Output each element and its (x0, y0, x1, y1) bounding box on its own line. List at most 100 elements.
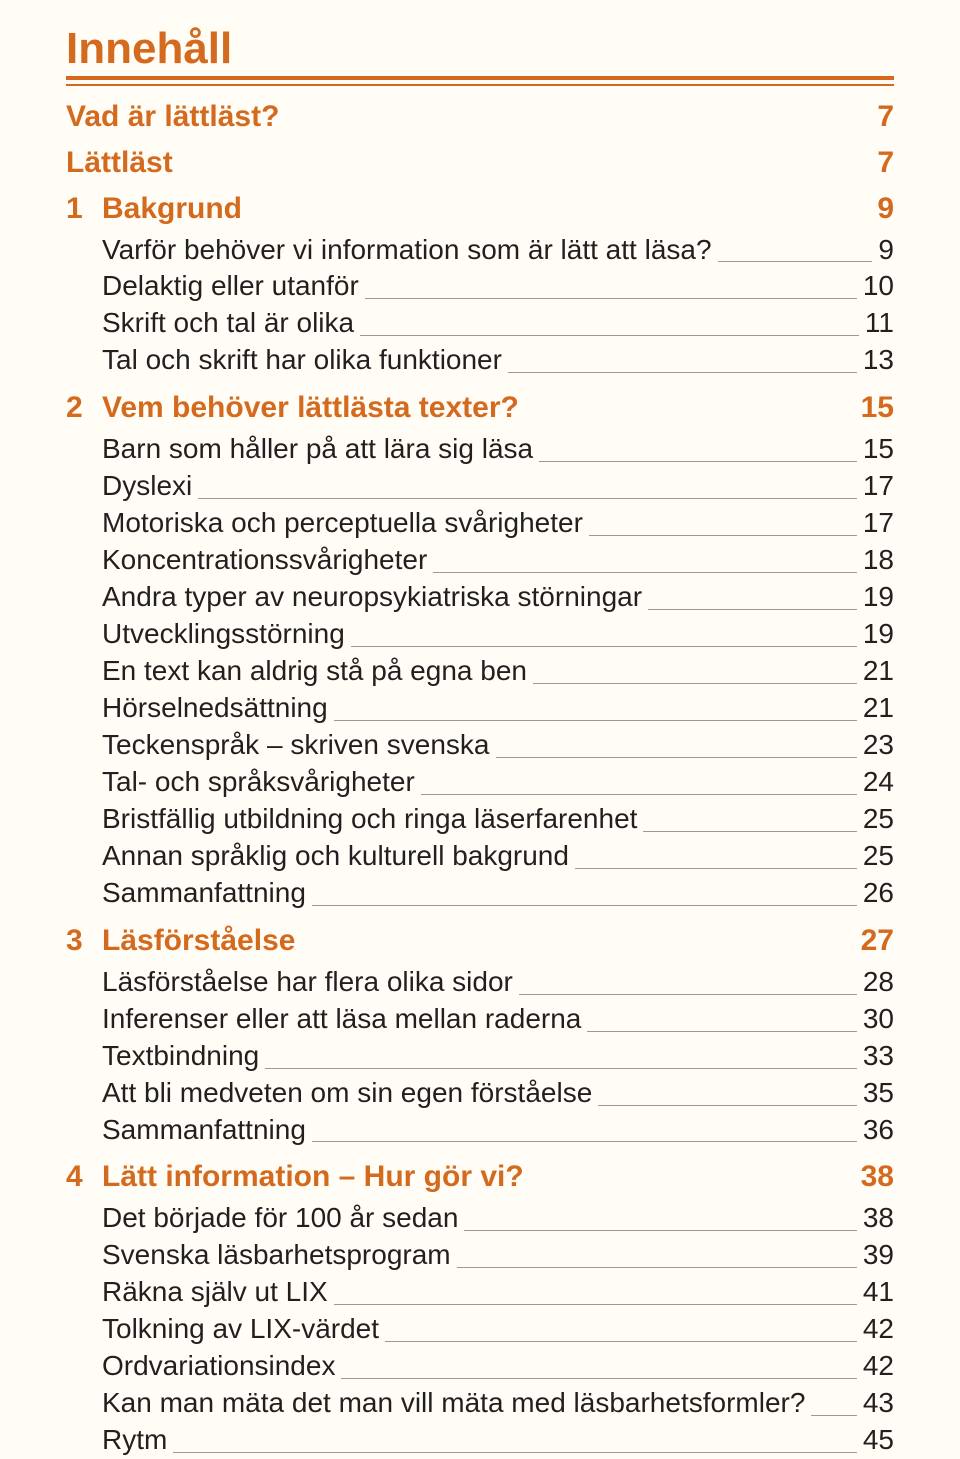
toc-leader (589, 534, 857, 536)
toc-entry-page: 7 (877, 146, 894, 180)
toc-entry: Inferenser eller att läsa mellan raderna… (102, 1001, 894, 1038)
toc-entry-label: Vad är lättläst? (66, 100, 279, 134)
toc-entry-label: 2Vem behöver lättlästa texter? (66, 391, 519, 425)
toc-entry-label: Utvecklingsstörning (102, 616, 345, 653)
toc-entry-label: Bristfällig utbildning och ringa läserfa… (102, 801, 637, 838)
toc-entry-page: 35 (863, 1075, 894, 1112)
toc-leader (312, 904, 857, 906)
toc-entry: Sammanfattning 26 (102, 875, 894, 912)
toc-entry-page: 33 (863, 1038, 894, 1075)
toc-leader (496, 756, 857, 758)
toc-section-heading: 4Lätt information – Hur gör vi?38 (66, 1160, 894, 1194)
toc-entry-page: 15 (861, 391, 894, 425)
toc-entry: Det började för 100 år sedan 38 (102, 1200, 894, 1237)
toc-entry-label: Koncentrationssvårigheter (102, 542, 427, 579)
toc-entry-page: 25 (863, 838, 894, 875)
toc-entry-label: Att bli medveten om sin egen förståelse (102, 1075, 592, 1112)
toc-entry-page: 36 (863, 1112, 894, 1149)
toc-entry-page: 26 (863, 875, 894, 912)
toc-leader (508, 371, 857, 373)
toc-leader (643, 830, 856, 832)
toc-entry-page: 17 (863, 468, 894, 505)
toc-entry-page: 41 (863, 1274, 894, 1311)
toc-entry-page: 38 (863, 1200, 894, 1237)
toc-leader (198, 497, 857, 499)
toc-entry: Ordvariationsindex42 (102, 1348, 894, 1385)
toc-entry-page: 24 (863, 764, 894, 801)
toc-entry: Sammanfattning36 (102, 1112, 894, 1149)
toc-entry-page: 9 (877, 192, 894, 226)
toc-entry-label: 3Läsförståelse (66, 924, 295, 958)
toc-entry-page: 28 (863, 964, 894, 1001)
toc-entry-page: 21 (863, 690, 894, 727)
toc-entry: Barn som håller på att lära sig läsa15 (102, 431, 894, 468)
toc-leader (587, 1030, 856, 1032)
toc-entry: Dyslexi 17 (102, 468, 894, 505)
toc-entry: Räkna själv ut LIX 41 (102, 1274, 894, 1311)
toc-entry-label: Svenska läsbarhetsprogram (102, 1237, 451, 1274)
toc-entry: Motoriska och perceptuella svårigheter 17 (102, 505, 894, 542)
toc-leader (525, 418, 855, 419)
toc-entry-label: En text kan aldrig stå på egna ben (102, 653, 527, 690)
toc-entry-page: 17 (863, 505, 894, 542)
toc-entry: Tal- och språksvårigheter24 (102, 764, 894, 801)
toc-entry-page: 27 (861, 924, 894, 958)
toc-entry-label: Inferenser eller att läsa mellan raderna (102, 1001, 581, 1038)
toc-entry-page: 13 (863, 342, 894, 379)
toc-entry-label: Motoriska och perceptuella svårigheter (102, 505, 583, 542)
toc-leader (530, 1187, 855, 1188)
toc-entry-page: 21 (863, 653, 894, 690)
toc-leader (648, 608, 857, 610)
toc-list: Vad är lättläst?7Lättläst71Bakgrund9Varf… (66, 100, 894, 1459)
toc-entry: Koncentrationssvårigheter 18 (102, 542, 894, 579)
toc-leader (179, 173, 872, 174)
toc-entry: Läsförståelse har flera olika sidor28 (102, 964, 894, 1001)
toc-entry-page: 45 (863, 1422, 894, 1459)
toc-leader (457, 1266, 857, 1268)
toc-entry-label: Textbindning (102, 1038, 259, 1075)
toc-entry: Textbindning 33 (102, 1038, 894, 1075)
toc-entry-label: Tal och skrift har olika funktioner (102, 342, 502, 379)
toc-entry-label: Andra typer av neuropsykiatriska störnin… (102, 579, 642, 616)
toc-entry-page: 23 (863, 727, 894, 764)
toc-leader (351, 645, 857, 647)
toc-section-heading: 3Läsförståelse 27 (66, 924, 894, 958)
toc-entry: Tolkning av LIX-värdet42 (102, 1311, 894, 1348)
toc-entry-label: Räkna själv ut LIX (102, 1274, 328, 1311)
toc-section-heading: 1Bakgrund 9 (66, 192, 894, 226)
toc-entry-page: 30 (863, 1001, 894, 1038)
toc-entry-label: Tolkning av LIX-värdet (102, 1311, 379, 1348)
title-rule-heavy (66, 76, 894, 80)
toc-entry-page: 39 (863, 1237, 894, 1274)
toc-entry: Utvecklingsstörning19 (102, 616, 894, 653)
toc-entry-number: 3 (66, 924, 102, 958)
toc-leader (464, 1229, 856, 1231)
toc-entry-label: Kan man mäta det man vill mäta med läsba… (102, 1385, 805, 1422)
toc-leader (533, 682, 857, 684)
toc-entry-label: Det började för 100 år sedan (102, 1200, 458, 1237)
toc-entry-label: Sammanfattning (102, 875, 306, 912)
toc-entry-page: 18 (863, 542, 894, 579)
toc-entry: Kan man mäta det man vill mäta med läsba… (102, 1385, 894, 1422)
toc-entry: Skrift och tal är olika11 (102, 305, 894, 342)
toc-leader (539, 460, 857, 462)
toc-entry: Delaktig eller utanför10 (102, 268, 894, 305)
toc-leader (575, 867, 857, 869)
toc-leader (301, 951, 854, 952)
toc-entry-page: 15 (863, 431, 894, 468)
toc-leader (421, 793, 857, 795)
toc-entry-page: 9 (878, 232, 894, 269)
toc-entry-label: Dyslexi (102, 468, 192, 505)
toc-entry-number: 2 (66, 391, 102, 425)
toc-entry: Svenska läsbarhetsprogram 39 (102, 1237, 894, 1274)
toc-entry: En text kan aldrig stå på egna ben 21 (102, 653, 894, 690)
toc-entry-label: Lättläst (66, 146, 173, 180)
toc-entry-page: 7 (877, 100, 894, 134)
toc-leader (285, 127, 871, 128)
toc-section-heading: Vad är lättläst? 7 (66, 100, 894, 134)
toc-entry-label: 1Bakgrund (66, 192, 242, 226)
toc-leader (718, 260, 873, 262)
toc-entry: Rytm45 (102, 1422, 894, 1459)
toc-entry-page: 10 (863, 268, 894, 305)
toc-leader (334, 1303, 857, 1305)
